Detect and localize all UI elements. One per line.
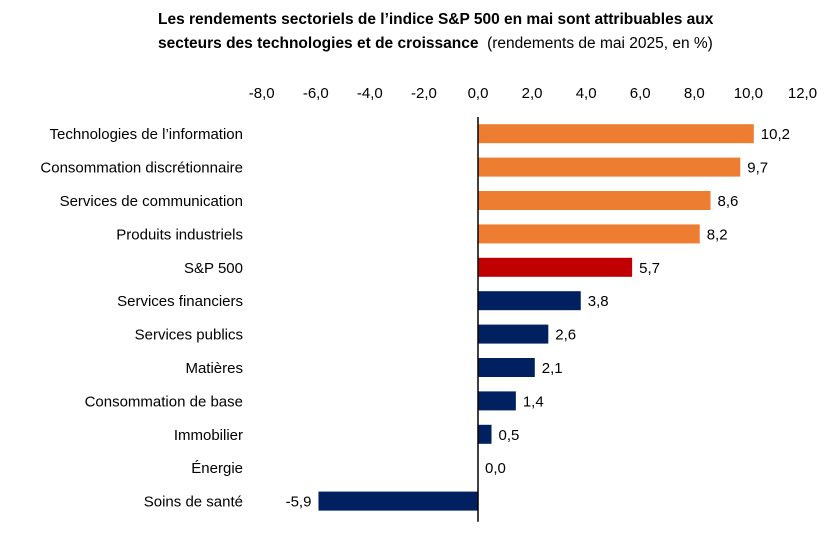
x-axis-ticks: -8,0 -6,0 -4,0 -2,0 0,0 2,0 4,0 6,0 8,0 10,0 12,0 xyxy=(249,85,817,102)
chart-title-line1: Les rendements sectoriels de l’indice S&… xyxy=(158,11,714,28)
bar-value-label: 9,7 xyxy=(747,160,768,177)
bar-value-label: 2,1 xyxy=(542,360,563,377)
chart-title: Les rendements sectoriels de l’indice S&… xyxy=(158,8,818,56)
bar xyxy=(478,424,492,444)
category-label: Soins de santé xyxy=(144,494,243,511)
bar-value-label: 3,8 xyxy=(588,293,609,310)
category-label: Consommation de base xyxy=(85,393,243,410)
x-tick-label: 8,0 xyxy=(684,85,705,102)
bar xyxy=(478,257,633,277)
x-tick-label: 0,0 xyxy=(468,85,489,102)
category-label: Services publics xyxy=(135,327,243,344)
bar xyxy=(478,191,711,210)
value-labels: 10,2 9,7 8,6 8,2 5,7 3,8 2,6 2,1 1,40,5 0,0 -5,9 xyxy=(286,126,790,510)
category-label: S&P 500 xyxy=(184,260,243,277)
x-tick-label: 2,0 xyxy=(522,85,543,102)
bar-value-label: 1,4 xyxy=(523,393,544,410)
x-tick-label: -8,0 xyxy=(249,85,275,102)
bar xyxy=(478,358,535,377)
x-tick-label: -6,0 xyxy=(303,85,329,102)
bar-value-label: 0,5 xyxy=(499,427,520,444)
bar xyxy=(478,324,549,344)
bar xyxy=(478,124,754,144)
bar xyxy=(478,224,700,244)
category-label: Immobilier xyxy=(174,427,243,444)
category-label: Technologies de l’information xyxy=(50,126,243,143)
x-tick-label: 12,0 xyxy=(788,85,817,102)
x-tick-label: 10,0 xyxy=(734,85,763,102)
bar xyxy=(478,391,516,411)
chart-subtitle: (rendements de mai 2025, en %) xyxy=(487,35,713,52)
category-label: Énergie xyxy=(191,460,243,477)
bar-value-label: 0,0 xyxy=(485,460,506,477)
x-tick-label: 4,0 xyxy=(576,85,597,102)
category-labels: Technologies de l’information Consommatio… xyxy=(40,126,243,510)
bar-value-label: 10,2 xyxy=(761,126,790,143)
x-tick-label: -4,0 xyxy=(357,85,383,102)
bar-value-label: 2,6 xyxy=(555,327,576,344)
x-tick-label: 6,0 xyxy=(630,85,651,102)
bar-value-label: -5,9 xyxy=(286,494,312,511)
bar xyxy=(478,291,581,311)
bar-value-label: 8,2 xyxy=(707,226,728,243)
bars xyxy=(318,124,754,511)
x-tick-label: -2,0 xyxy=(411,85,437,102)
bar xyxy=(318,491,478,511)
category-label: Consommation discrétionnaire xyxy=(40,160,243,177)
chart-title-line2: secteurs des technologies et de croissan… xyxy=(158,32,818,56)
category-label: Services financiers xyxy=(117,293,243,310)
bar-value-label: 8,6 xyxy=(718,193,739,210)
bar xyxy=(478,157,741,177)
bar-value-label: 5,7 xyxy=(639,260,660,277)
category-label: Matières xyxy=(185,360,243,377)
category-label: Services de communication xyxy=(60,193,243,210)
chart-title-line2-bold: secteurs des technologies et de croissan… xyxy=(158,35,479,52)
category-label: Produits industriels xyxy=(116,226,243,243)
